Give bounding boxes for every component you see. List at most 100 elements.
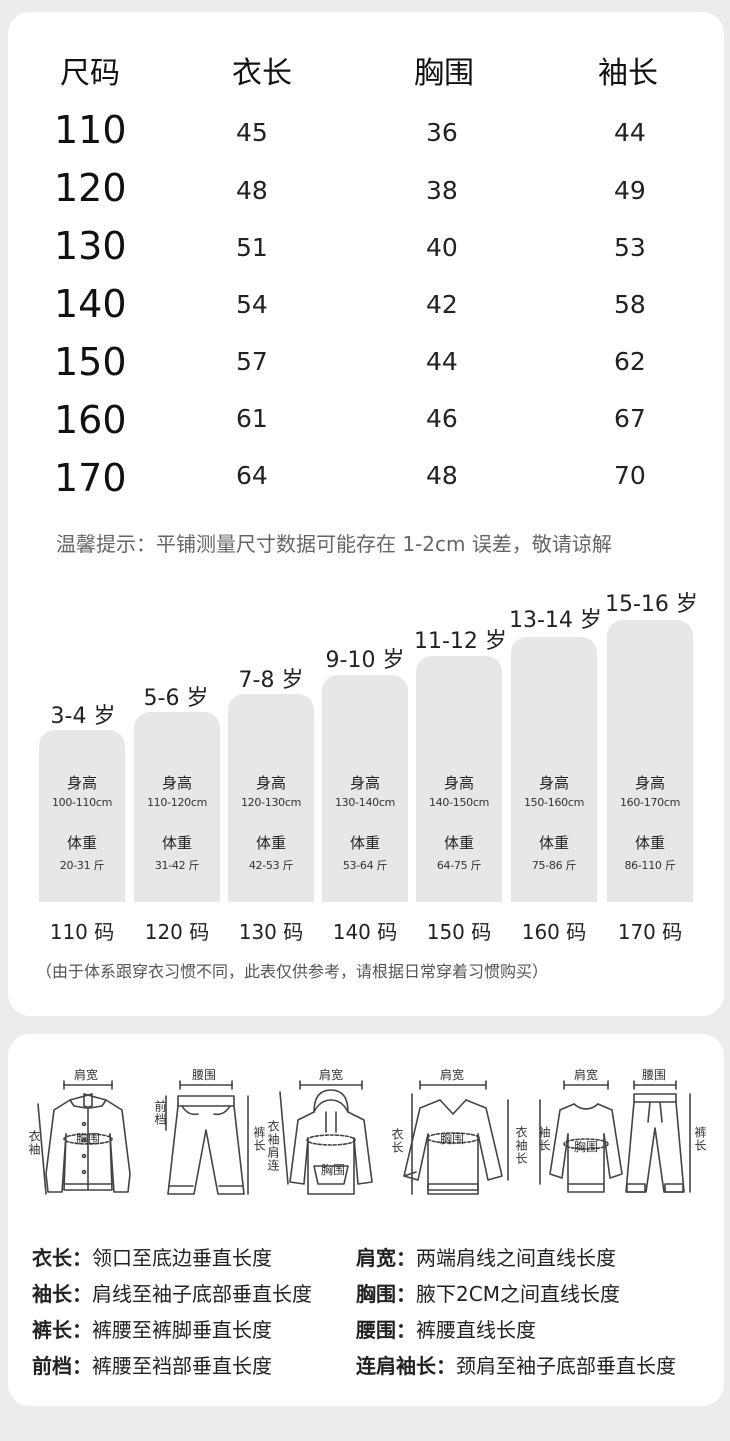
sweatshirt-chest-label: 胸围 [574,1140,599,1154]
weight-range: 20-31 斤 [59,859,105,872]
trousers-length-label: 裤长 [252,1126,266,1152]
row-length: 45 [236,118,268,147]
definition-item: 腰围：裤腰直线长度 [356,1318,536,1342]
hoodie-icon [279,1080,373,1195]
header-sleeve: 袖长 [598,56,658,91]
age-bar: 身高 110-120cm 体重 31-42 斤 [134,712,220,902]
joggers-icon [625,1080,691,1193]
header-size: 尺码 [60,56,120,91]
weight-label: 体重 [66,834,97,852]
trousers-waist-label: 腰围 [192,1068,217,1082]
row-chest: 48 [426,461,458,490]
row-sleeve: 70 [614,461,646,490]
height-label: 身高 [255,774,286,792]
height-label: 身高 [634,774,665,792]
row-size: 150 [54,340,127,384]
definition-item: 袖长：肩线至袖子底部垂直长度 [32,1282,312,1306]
age-bar: 身高 140-150cm 体重 64-75 斤 [416,656,502,902]
size-chart-card: 尺码 衣长 胸围 袖长 110 45 36 44 120 48 38 49 13… [8,12,724,1016]
sweatshirt-sleeve-label: 袖长 [537,1126,551,1152]
weight-range: 75-86 斤 [531,859,577,872]
size-code: 140 码 [332,920,398,944]
sweatshirt-shoulder-label: 肩宽 [574,1068,599,1082]
sweater-shoulder-label: 肩宽 [440,1068,465,1082]
size-code: 160 码 [521,920,587,944]
row-size: 170 [54,456,127,500]
row-length: 57 [236,347,268,376]
sweater-chest-label: 胸围 [440,1132,465,1146]
definition-item: 裤长：裤腰至裤脚垂直长度 [32,1318,272,1342]
age-label: 9-10 岁 [325,648,405,673]
row-sleeve: 58 [614,290,646,319]
definition-item: 衣长：领口至底边垂直长度 [32,1246,272,1270]
weight-label: 体重 [161,834,192,852]
height-range: 120-130cm [240,796,302,809]
hoodie-shoulder-label: 肩宽 [319,1068,344,1082]
sweatshirt-body-sleeve-label: 衣袖长 [514,1126,528,1165]
row-length: 54 [236,290,268,319]
row-length: 64 [236,461,268,490]
definition-item: 胸围：腋下2CM之间直线长度 [356,1282,620,1306]
jacket-chest-label: 胸围 [76,1132,101,1146]
height-range: 130-140cm [334,796,396,809]
measurement-guide-card: 肩宽 胸围 衣袖 腰围 前档 裤长 肩宽 胸围 衣袖肩连 肩宽 胸围 衣长 肩宽… [8,1034,724,1406]
garment-illustrations [37,1080,691,1195]
row-size: 110 [54,108,127,152]
age-bar: 身高 120-130cm 体重 42-53 斤 [228,694,314,902]
weight-range: 31-42 斤 [154,859,200,872]
row-size: 160 [54,398,127,442]
weight-label: 体重 [443,834,474,852]
definition-item: 连肩袖长：颈肩至袖子底部垂直长度 [356,1354,676,1378]
weight-label: 体重 [634,834,665,852]
row-chest: 44 [426,347,458,376]
jacket-sleeve-label: 衣袖 [27,1130,41,1156]
jacket-icon [37,1080,131,1195]
size-code: 120 码 [144,920,210,944]
height-range: 140-150cm [428,796,490,809]
jacket-shoulder-label: 肩宽 [74,1068,99,1082]
age-label: 3-4 岁 [50,704,116,729]
weight-label: 体重 [255,834,286,852]
weight-label: 体重 [349,834,380,852]
row-sleeve: 53 [614,233,646,262]
row-chest: 40 [426,233,458,262]
row-sleeve: 67 [614,404,646,433]
age-bar: 身高 150-160cm 体重 75-86 斤 [511,637,597,902]
row-length: 61 [236,404,268,433]
sweatshirt-icon [539,1080,623,1193]
size-code: 130 码 [238,920,304,944]
weight-range: 42-53 斤 [248,859,294,872]
weight-label: 体重 [538,834,569,852]
height-label: 身高 [538,774,569,792]
height-range: 160-170cm [619,796,681,809]
row-chest: 46 [426,404,458,433]
sweater-icon [403,1080,509,1195]
header-length: 衣长 [232,56,292,91]
height-label: 身高 [66,774,97,792]
row-size: 140 [54,282,127,326]
header-chest: 胸围 [414,56,474,91]
size-code: 110 码 [49,920,115,944]
weight-range: 53-64 斤 [342,859,388,872]
joggers-waist-label: 腰围 [642,1068,667,1082]
age-bar: 身高 100-110cm 体重 20-31 斤 [39,730,125,902]
age-label: 5-6 岁 [143,686,209,711]
row-sleeve: 44 [614,118,646,147]
weight-range: 86-110 斤 [624,859,676,872]
height-label: 身高 [161,774,192,792]
height-range: 150-160cm [523,796,585,809]
row-chest: 42 [426,290,458,319]
measurement-tip: 温馨提示：平铺测量尺寸数据可能存在 1-2cm 误差，敬请谅解 [56,532,612,556]
age-label: 7-8 岁 [238,668,304,693]
age-label: 13-14 岁 [509,608,602,633]
joggers-length-label: 裤长 [693,1126,707,1152]
raglan-sleeve-label: 衣袖肩连 [266,1120,280,1172]
weight-range: 64-75 斤 [436,859,482,872]
height-label: 身高 [443,774,474,792]
sweater-length-label: 衣长 [390,1128,404,1154]
height-range: 110-120cm [146,796,208,809]
row-size: 130 [54,224,127,268]
trousers-icon [165,1080,249,1195]
row-sleeve: 62 [614,347,646,376]
size-code: 170 码 [617,920,683,944]
